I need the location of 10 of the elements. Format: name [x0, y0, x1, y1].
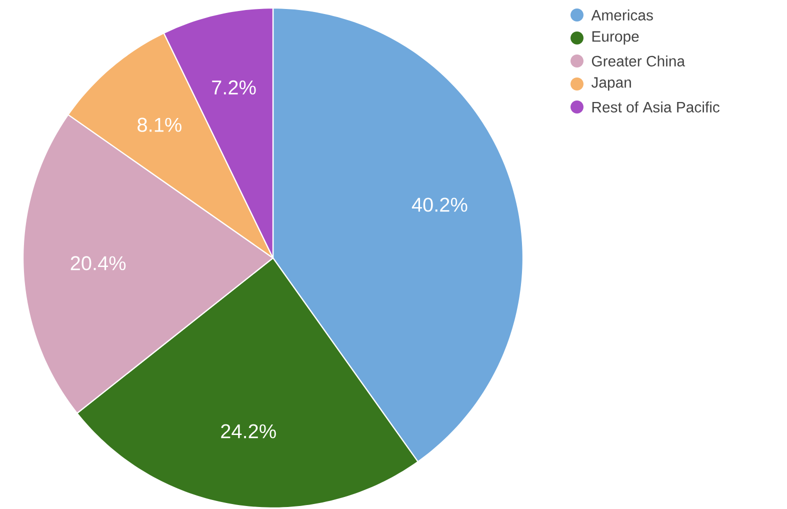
legend-label: Greater China — [592, 56, 686, 67]
legend-label: Japan — [591, 78, 631, 91]
legend-label: Rest of Asia Pacific — [592, 102, 720, 113]
data-label: 40.2% — [412, 198, 468, 212]
data-label: 20.4% — [70, 256, 126, 270]
data-label: 8.1% — [138, 118, 182, 132]
data-label: 24.2% — [221, 424, 276, 438]
legend-label: Americas — [591, 10, 653, 21]
legend-label: Europe — [592, 32, 639, 45]
data-label: 7.2% — [212, 80, 256, 95]
